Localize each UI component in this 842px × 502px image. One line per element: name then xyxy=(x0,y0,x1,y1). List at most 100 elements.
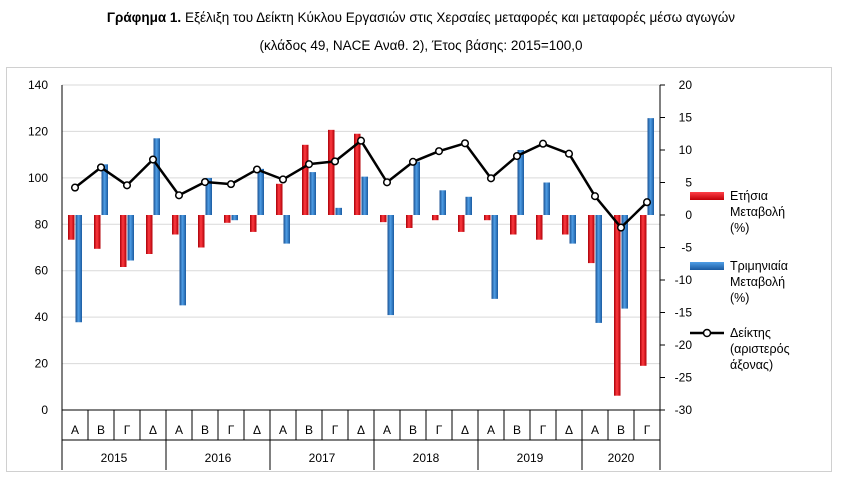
quarter-label: Δ xyxy=(253,423,261,437)
bar-quarterly xyxy=(283,215,290,244)
bar-annual xyxy=(406,215,413,228)
axes xyxy=(61,84,665,470)
right-tick-label: 20 xyxy=(679,78,693,92)
quarter-label: Γ xyxy=(436,423,443,437)
bar-annual xyxy=(224,215,231,223)
index-point xyxy=(174,191,184,200)
quarter-label: Γ xyxy=(124,423,131,437)
bar-quarterly xyxy=(335,207,342,215)
bar-quarterly xyxy=(569,215,576,244)
index-polyline xyxy=(74,139,648,229)
index-point xyxy=(564,149,574,158)
bar-annual xyxy=(146,215,153,254)
quarter-label: Γ xyxy=(540,423,547,437)
year-label: 2018 xyxy=(413,451,440,465)
index-point xyxy=(512,151,522,161)
left-tick-label: 140 xyxy=(28,78,48,92)
bar-quarterly xyxy=(153,138,160,215)
right-tick-label: -20 xyxy=(675,338,693,352)
legend-label-annual: Ετήσια Μεταβολή (%) xyxy=(730,189,786,235)
bar-quarterly xyxy=(257,168,264,215)
bar-quarterly xyxy=(647,118,654,215)
legend-label-quarterly: Τριμηνιαία Μεταβολή (%) xyxy=(730,259,788,305)
bar-quarterly xyxy=(387,215,394,316)
right-tick-label: 5 xyxy=(685,176,692,190)
quarter-label: Δ xyxy=(565,423,573,437)
bar-annual xyxy=(614,215,621,396)
bar-annual xyxy=(562,215,569,235)
right-tick-label: -10 xyxy=(675,273,693,287)
bar-annual xyxy=(484,215,491,221)
index-point xyxy=(200,177,210,187)
bar-annual xyxy=(120,215,127,267)
index-point xyxy=(304,160,314,169)
right-tick-label: 0 xyxy=(685,208,692,222)
grid-lines xyxy=(62,84,660,411)
bar-quarterly xyxy=(621,215,628,309)
bar-quarterly xyxy=(179,215,186,306)
right-tick-label: -15 xyxy=(675,306,693,320)
index-point xyxy=(70,183,80,192)
index-point xyxy=(486,174,496,183)
index-point xyxy=(642,198,652,207)
chart-title-text: Εξέλιξη του Δείκτη Κύκλου Εργασιών στις … xyxy=(184,10,736,25)
index-point xyxy=(356,136,366,145)
quarter-label: Β xyxy=(201,423,209,437)
bar-quarterly xyxy=(491,215,498,299)
index-point xyxy=(330,157,340,166)
chart-title-line2: (κλάδος 49, NACE Αναθ. 2), Έτος βάσης: 2… xyxy=(259,38,583,53)
legend-swatch-index xyxy=(690,328,724,338)
bar-annual xyxy=(380,215,387,223)
legend-swatch-annual xyxy=(690,192,724,200)
bar-annual xyxy=(250,215,257,232)
chart-title-line1: Γράφημα 1. Εξέλιξη του Δείκτη Κύκλου Εργ… xyxy=(0,9,842,27)
index-point xyxy=(538,139,548,148)
bar-quarterly xyxy=(465,196,472,215)
left-tick-label: 0 xyxy=(41,403,48,417)
bars xyxy=(68,118,654,396)
left-tick-label: 60 xyxy=(35,264,49,278)
quarter-label: Β xyxy=(617,423,625,437)
bar-quarterly xyxy=(75,215,82,323)
quarter-label: Α xyxy=(487,423,495,437)
legend-swatch-quarterly xyxy=(690,262,724,270)
bar-quarterly xyxy=(127,215,134,261)
tick-labels: 0 20 40 60 80 100 120 140 -30 -25 -20 -15 -10 -5 0 5 10 1… xyxy=(28,78,692,465)
year-label: 2020 xyxy=(608,451,635,465)
bar-annual xyxy=(198,215,205,248)
quarter-label: Γ xyxy=(228,423,235,437)
bar-annual xyxy=(68,215,75,240)
left-tick-label: 40 xyxy=(35,310,49,324)
quarter-label: Β xyxy=(305,423,313,437)
index-line xyxy=(70,136,652,232)
quarter-label: Β xyxy=(97,423,105,437)
quarter-label: Δ xyxy=(149,423,157,437)
bar-annual xyxy=(510,215,517,235)
index-point xyxy=(590,192,600,201)
chart-title-label: Γράφημα 1. xyxy=(106,10,182,25)
year-label: 2017 xyxy=(309,451,336,465)
legend-label-index: Δείκτης (αριστερός άξονας) xyxy=(730,326,790,372)
index-point xyxy=(278,175,288,184)
left-tick-label: 100 xyxy=(28,171,48,185)
right-tick-label: 15 xyxy=(679,111,693,125)
index-point xyxy=(96,163,106,172)
quarter-label: Γ xyxy=(332,423,339,437)
year-label: 2019 xyxy=(517,451,544,465)
quarter-label: Α xyxy=(175,423,183,437)
index-point xyxy=(434,147,444,156)
right-tick-label: -5 xyxy=(681,241,692,255)
bar-annual xyxy=(94,215,101,249)
bar-annual xyxy=(536,215,543,240)
year-label: 2016 xyxy=(205,451,232,465)
bar-annual xyxy=(172,215,179,235)
quarter-label: Β xyxy=(409,423,417,437)
bar-annual xyxy=(432,215,439,221)
bar-quarterly xyxy=(413,161,420,215)
quarter-label: Γ xyxy=(644,423,651,437)
index-point xyxy=(226,180,236,189)
right-tick-label: -30 xyxy=(675,403,693,417)
index-point xyxy=(382,178,392,187)
bar-quarterly xyxy=(361,176,368,215)
